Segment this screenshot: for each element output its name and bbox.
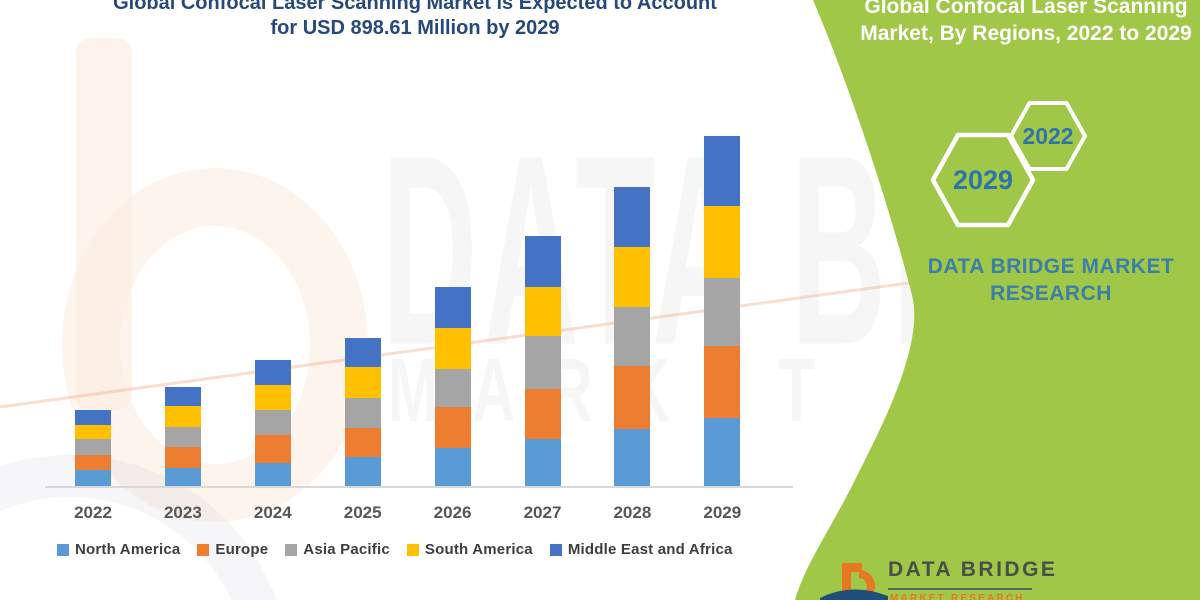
x-axis-label-2023: 2023 xyxy=(163,503,202,522)
bar-segment-asia-pacific-2028 xyxy=(614,306,651,366)
panel-heading: Global Confocal Laser Scanning Market, B… xyxy=(858,0,1194,47)
bar-segment-middle-east-and-africa-2024 xyxy=(254,360,291,386)
bar-segment-south-america-2022 xyxy=(75,424,111,440)
bar-segment-europe-2025 xyxy=(344,428,381,458)
panel-heading-line1: Global Confocal Laser Scanning xyxy=(864,0,1188,18)
bar-segment-north-america-2022 xyxy=(75,469,111,487)
legend-label-north-america: North America xyxy=(75,541,181,558)
legend-item-middle-east-and-africa: Middle East and Africa xyxy=(549,541,733,558)
green-panel-shape xyxy=(795,0,1200,600)
x-axis-label-2028: 2028 xyxy=(613,503,652,522)
brand-name-text: DATA BRIDGE MARKET RESEARCH xyxy=(927,255,1175,305)
bar-segment-europe-2026 xyxy=(434,407,471,448)
bar-segment-europe-2022 xyxy=(75,454,111,470)
legend-label-south-america: South America xyxy=(424,541,533,558)
chart-legend: North America Europe Asia Pacific South Ame… xyxy=(57,541,733,558)
hexagon-2029 xyxy=(930,132,1036,228)
footer-logo-wordmark: DATA BRIDGE xyxy=(888,558,1058,581)
hexagon-2029-label: 2029 xyxy=(953,165,1013,195)
x-axis-label-2025: 2025 xyxy=(343,503,382,522)
bar-segment-middle-east-and-africa-2026 xyxy=(434,287,471,329)
bar-segment-europe-2028 xyxy=(614,365,651,430)
bar-segment-asia-pacific-2026 xyxy=(434,369,471,408)
bar-segment-south-america-2023 xyxy=(164,406,201,427)
chart-title: Global Confocal Laser Scanning Market is… xyxy=(20,0,810,41)
bar-segment-europe-2024 xyxy=(254,435,291,463)
legend-swatch-europe xyxy=(197,543,210,556)
bar-2029 xyxy=(704,136,741,487)
chart-title-line2: for USD 898.61 Million by 2029 xyxy=(270,17,560,39)
bar-segment-middle-east-and-africa-2028 xyxy=(614,187,651,248)
legend-item-south-america: South America xyxy=(406,541,533,558)
bar-segment-europe-2029 xyxy=(704,346,741,418)
footer-logo-subtext: MARKET RESEARCH xyxy=(890,593,1025,600)
bar-segment-north-america-2025 xyxy=(344,457,381,487)
bar-segment-north-america-2029 xyxy=(704,417,741,487)
bar-segment-middle-east-and-africa-2022 xyxy=(75,409,111,425)
legend-item-north-america: North America xyxy=(57,541,180,558)
x-axis-label-2029: 2029 xyxy=(703,503,742,522)
bar-segment-middle-east-and-africa-2025 xyxy=(344,337,381,368)
bar-segment-north-america-2024 xyxy=(254,462,291,487)
bar-segment-asia-pacific-2022 xyxy=(75,439,111,455)
legend-swatch-asia-pacific xyxy=(285,543,298,556)
bar-segment-south-america-2024 xyxy=(254,385,291,411)
legend-swatch-south-america xyxy=(406,543,419,556)
x-axis-label-2026: 2026 xyxy=(433,503,472,522)
bar-2027 xyxy=(524,236,561,487)
bar-2026 xyxy=(434,287,471,487)
legend-label-europe: Europe xyxy=(215,541,269,558)
bar-segment-asia-pacific-2029 xyxy=(704,277,741,347)
bar-segment-asia-pacific-2025 xyxy=(344,397,381,429)
data-bridge-logo-icon xyxy=(820,563,888,600)
bar-segment-south-america-2029 xyxy=(704,206,741,278)
bar-segment-asia-pacific-2024 xyxy=(254,410,291,436)
legend-label-middle-east-and-africa: Middle East and Africa xyxy=(567,541,733,558)
bar-2023 xyxy=(164,387,201,487)
legend-item-asia-pacific: Asia Pacific xyxy=(285,541,390,558)
bar-segment-asia-pacific-2023 xyxy=(164,426,201,447)
bar-2028 xyxy=(614,187,651,487)
legend-item-europe: Europe xyxy=(197,541,268,558)
chart-title-line1: Global Confocal Laser Scanning Market is… xyxy=(113,0,717,14)
bar-segment-north-america-2023 xyxy=(164,468,201,487)
bar-2024 xyxy=(254,360,291,487)
bar-segment-europe-2027 xyxy=(524,388,561,439)
green-side-panel: 2022 2029 xyxy=(795,0,1200,600)
bar-segment-north-america-2026 xyxy=(434,447,471,487)
bar-2022 xyxy=(75,409,111,487)
x-axis-line xyxy=(45,486,793,488)
bar-segment-north-america-2027 xyxy=(524,438,561,487)
bar-segment-middle-east-and-africa-2027 xyxy=(524,236,561,288)
legend-swatch-middle-east-and-africa xyxy=(549,543,562,556)
bar-segment-south-america-2025 xyxy=(344,367,381,398)
legend-label-asia-pacific: Asia Pacific xyxy=(303,541,390,558)
footer-logo-underline xyxy=(888,588,1032,590)
bar-segment-middle-east-and-africa-2023 xyxy=(164,387,201,407)
x-axis-label-2022: 2022 xyxy=(74,503,112,522)
x-axis-label-2024: 2024 xyxy=(253,503,292,522)
bar-segment-south-america-2026 xyxy=(434,328,471,370)
x-axis-label-2027: 2027 xyxy=(523,503,562,522)
bar-segment-north-america-2028 xyxy=(614,429,651,487)
bar-segment-south-america-2027 xyxy=(524,287,561,337)
legend-swatch-north-america xyxy=(57,543,69,556)
bar-segment-europe-2023 xyxy=(164,446,201,469)
bar-segment-south-america-2028 xyxy=(614,247,651,307)
bar-2025 xyxy=(344,337,381,487)
bar-segment-asia-pacific-2027 xyxy=(524,336,561,389)
hexagon-2022-label: 2022 xyxy=(1022,123,1073,149)
panel-heading-line2: Market, By Regions, 2022 to 2029 xyxy=(860,22,1192,45)
bar-segment-middle-east-and-africa-2029 xyxy=(704,136,741,207)
